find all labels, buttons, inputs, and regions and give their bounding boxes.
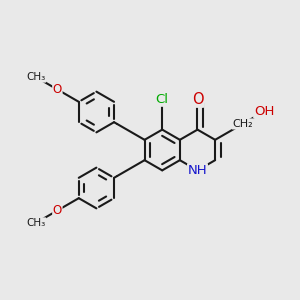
Text: CH₃: CH₃ xyxy=(26,72,46,82)
Text: NH: NH xyxy=(188,164,207,177)
Text: O: O xyxy=(192,92,203,107)
Text: O: O xyxy=(53,83,62,96)
Text: O: O xyxy=(53,204,62,217)
Text: Cl: Cl xyxy=(156,93,169,106)
Text: CH₂: CH₂ xyxy=(232,119,253,129)
Text: OH: OH xyxy=(254,105,274,118)
Text: CH₃: CH₃ xyxy=(26,218,46,228)
